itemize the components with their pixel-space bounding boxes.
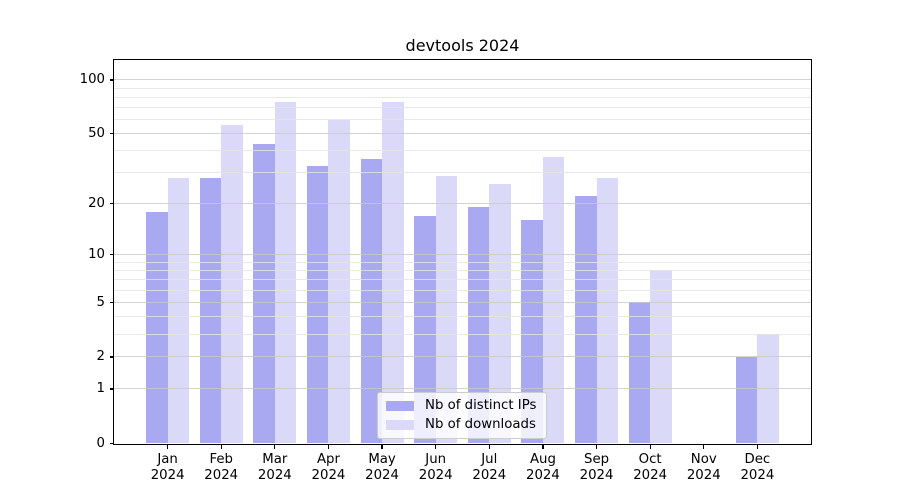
- x-tick-label-Apr-2024: Apr 2024: [311, 452, 346, 483]
- bar-downloads-May-2024: [382, 102, 404, 444]
- x-tick-mark-Dec-2024: [756, 445, 759, 449]
- gridline-major-50: [114, 133, 811, 135]
- y-tick-label-10: 10: [88, 247, 105, 263]
- x-tick-mark-Mar-2024: [274, 445, 276, 449]
- x-tick-mark-Sep-2024: [595, 445, 598, 449]
- y-tick-mark-5: [109, 301, 114, 303]
- gridline-major-2: [114, 356, 811, 358]
- x-tick-label-Dec-2024: Dec 2024: [740, 452, 775, 483]
- bar-ips-Jul-2024: [467, 207, 490, 444]
- x-tick-mark-May-2024: [381, 445, 383, 449]
- bar-ips-Mar-2024: [253, 143, 275, 444]
- y-tick-mark-0: [109, 442, 114, 445]
- gridline-major-5: [114, 301, 811, 303]
- bar-downloads-Sep-2024: [596, 178, 619, 444]
- x-tick-label-Nov-2024: Nov 2024: [686, 452, 721, 483]
- gridline-minor-6: [114, 289, 811, 291]
- bar-ips-Jan-2024: [146, 211, 168, 444]
- bar-ips-Sep-2024: [575, 196, 597, 444]
- y-tick-mark-10: [109, 253, 114, 256]
- y-tick-mark-50: [109, 133, 114, 135]
- x-tick-label-Jun-2024: Jun 2024: [418, 452, 453, 483]
- gridline-minor-9: [114, 261, 811, 263]
- bar-downloads-Mar-2024: [274, 102, 297, 444]
- legend-label-distinct-ips: Nb of distinct IPs: [425, 398, 537, 413]
- gridline-major-20: [114, 203, 811, 205]
- legend-swatch-distinct-ips-icon: [386, 401, 414, 411]
- y-tick-mark-1: [109, 388, 114, 390]
- y-tick-label-100: 100: [79, 72, 105, 88]
- gridline-minor-3: [114, 333, 811, 335]
- bar-downloads-Aug-2024: [542, 156, 565, 444]
- legend: Nb of distinct IPs Nb of downloads: [377, 392, 547, 439]
- x-tick-label-Jan-2024: Jan 2024: [150, 452, 185, 483]
- x-tick-label-Sep-2024: Sep 2024: [579, 452, 614, 483]
- x-tick-mark-Apr-2024: [327, 445, 330, 449]
- bar-downloads-Jul-2024: [489, 183, 511, 444]
- gridline-minor-80: [114, 96, 811, 98]
- gridline-major-1: [114, 388, 811, 390]
- x-tick-mark-Aug-2024: [542, 445, 544, 449]
- x-tick-label-Mar-2024: Mar 2024: [257, 452, 292, 483]
- bar-ips-May-2024: [360, 159, 383, 444]
- x-tick-label-Feb-2024: Feb 2024: [204, 452, 239, 483]
- gridline-minor-70: [114, 107, 811, 109]
- x-tick-label-Aug-2024: Aug 2024: [526, 452, 560, 483]
- x-tick-mark-Jan-2024: [166, 445, 169, 449]
- bar-ips-Apr-2024: [306, 165, 329, 444]
- x-tick-label-May-2024: May 2024: [365, 452, 399, 483]
- gridline-minor-90: [114, 87, 811, 89]
- bar-downloads-Jan-2024: [167, 178, 190, 444]
- bar-ips-Jun-2024: [414, 215, 436, 444]
- bar-downloads-Feb-2024: [221, 124, 243, 444]
- y-tick-mark-100: [109, 79, 114, 81]
- bar-ips-Oct-2024: [628, 302, 651, 444]
- y-tick-label-20: 20: [88, 196, 105, 212]
- y-tick-mark-20: [109, 202, 114, 205]
- bar-downloads-Apr-2024: [328, 119, 350, 444]
- y-tick-label-2: 2: [96, 349, 105, 365]
- bar-ips-Aug-2024: [521, 220, 543, 444]
- x-tick-mark-Oct-2024: [649, 445, 651, 449]
- bar-downloads-Jun-2024: [435, 175, 458, 444]
- chart-title: devtools 2024: [405, 36, 520, 55]
- gridline-major-100: [114, 79, 811, 81]
- bar-ips-Feb-2024: [199, 178, 222, 444]
- gridline-minor-7: [114, 279, 811, 281]
- legend-swatch-downloads-icon: [386, 420, 414, 430]
- x-tick-mark-Jul-2024: [488, 445, 490, 449]
- x-tick-label-Oct-2024: Oct 2024: [633, 452, 668, 483]
- legend-label-downloads: Nb of downloads: [425, 417, 536, 432]
- gridline-major-10: [114, 254, 811, 256]
- y-tick-label-5: 5: [96, 294, 105, 310]
- legend-item-distinct-ips: Nb of distinct IPs: [386, 398, 538, 414]
- x-tick-mark-Nov-2024: [703, 445, 705, 449]
- y-tick-label-0: 0: [96, 436, 105, 451]
- y-tick-mark-2: [109, 356, 114, 358]
- gridline-minor-4: [114, 316, 811, 318]
- gridline-minor-40: [114, 150, 811, 152]
- x-tick-label-Jul-2024: Jul 2024: [472, 452, 507, 483]
- gridline-minor-8: [114, 269, 811, 271]
- gridline-minor-30: [114, 172, 811, 174]
- y-tick-label-50: 50: [88, 126, 105, 142]
- gridline-minor-60: [114, 119, 811, 121]
- y-tick-label-1: 1: [96, 381, 105, 397]
- legend-item-downloads: Nb of downloads: [386, 417, 538, 433]
- x-tick-mark-Feb-2024: [220, 445, 222, 449]
- x-tick-mark-Jun-2024: [435, 445, 437, 449]
- bar-ips-Dec-2024: [735, 356, 758, 444]
